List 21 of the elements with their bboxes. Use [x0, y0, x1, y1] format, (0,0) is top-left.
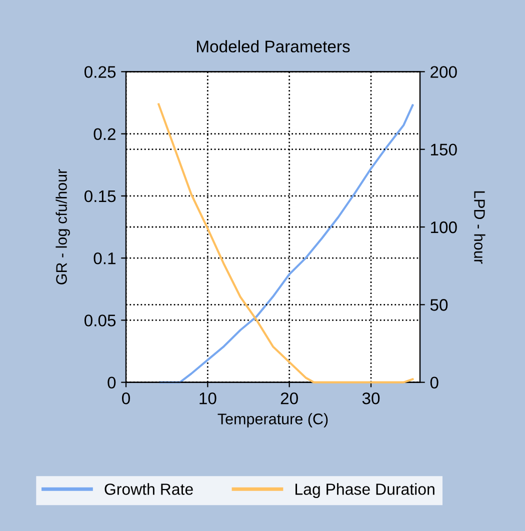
y2-axis-title: LPD - hour	[474, 191, 486, 264]
y-axis-title: GR - log cfu/hour	[56, 169, 70, 284]
y2-tick-label: 200	[430, 66, 457, 78]
y-tick-label: 0.1	[94, 252, 116, 264]
y-tick-label: 0	[108, 376, 116, 389]
x-tick-label: 20	[280, 392, 298, 404]
y-tick-label: 0.25	[84, 66, 116, 78]
legend-label: Growth Rate	[104, 483, 193, 495]
y-tick-label: 0.15	[84, 190, 116, 202]
legend-label: Lag Phase Duration	[296, 483, 434, 498]
y-tick-label: 0.05	[84, 314, 116, 326]
chart-title: Modeled Parameters	[197, 40, 350, 52]
x-tick-label: 10	[200, 392, 216, 404]
y2-tick-label: 50	[430, 299, 448, 311]
y-tick-label: 0.2	[94, 128, 116, 140]
y2-tick-label: 0	[430, 376, 438, 389]
x-axis-title: Temperature (C)	[218, 413, 328, 428]
y2-tick-label: 150	[430, 144, 457, 156]
y2-tick-label: 100	[430, 221, 457, 234]
x-tick-label: 30	[362, 392, 380, 404]
x-tick-label: 0	[122, 392, 130, 404]
